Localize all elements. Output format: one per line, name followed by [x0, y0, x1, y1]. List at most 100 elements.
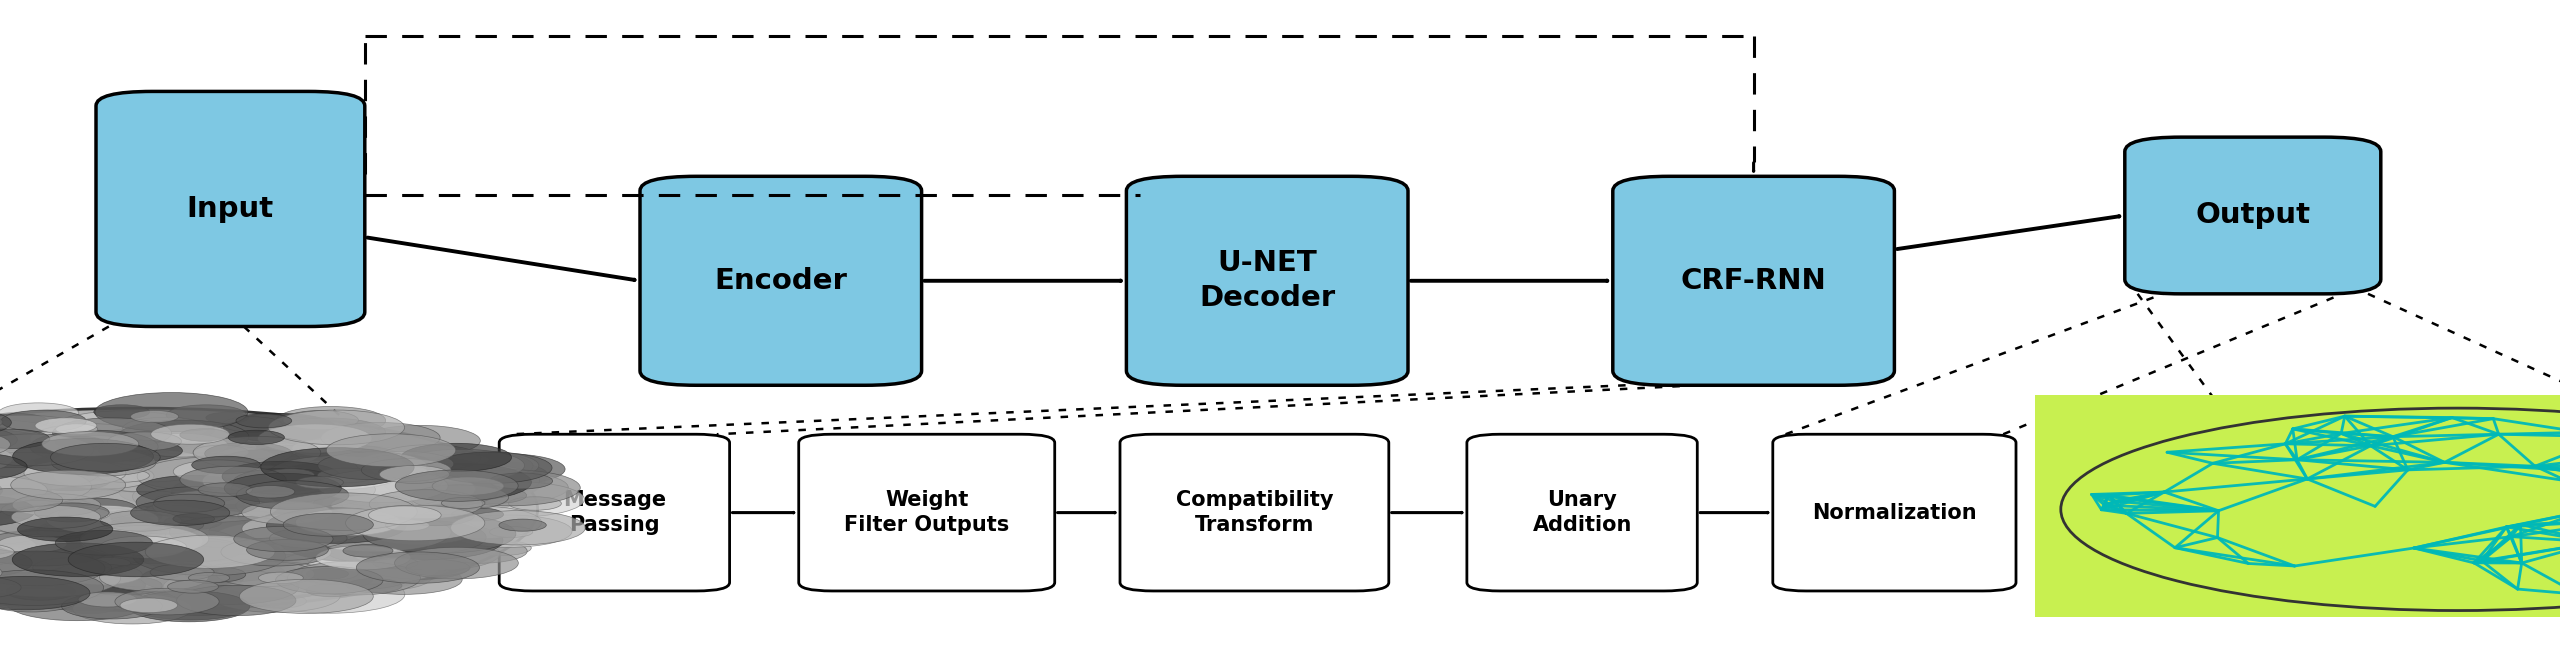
- Circle shape: [0, 453, 100, 491]
- Circle shape: [0, 518, 133, 558]
- Circle shape: [279, 445, 428, 483]
- Circle shape: [151, 526, 289, 561]
- Circle shape: [269, 456, 402, 490]
- FancyBboxPatch shape: [1467, 434, 1697, 591]
- Circle shape: [305, 538, 445, 574]
- Circle shape: [13, 447, 82, 464]
- FancyBboxPatch shape: [1772, 434, 2017, 591]
- Circle shape: [84, 554, 215, 587]
- Circle shape: [0, 577, 90, 609]
- Circle shape: [0, 414, 3, 430]
- Circle shape: [333, 506, 453, 537]
- FancyBboxPatch shape: [2125, 137, 2381, 294]
- Circle shape: [302, 475, 399, 499]
- Circle shape: [166, 580, 218, 593]
- Circle shape: [128, 591, 251, 622]
- Circle shape: [0, 440, 92, 467]
- Circle shape: [238, 503, 335, 528]
- Circle shape: [269, 410, 404, 445]
- FancyBboxPatch shape: [499, 434, 730, 591]
- Circle shape: [26, 461, 156, 494]
- Circle shape: [438, 517, 525, 539]
- Circle shape: [120, 482, 207, 504]
- Circle shape: [51, 443, 161, 471]
- Circle shape: [236, 481, 348, 509]
- Circle shape: [284, 513, 374, 536]
- Circle shape: [51, 449, 156, 476]
- Circle shape: [0, 413, 49, 429]
- Circle shape: [189, 502, 335, 539]
- Circle shape: [200, 566, 251, 579]
- Circle shape: [422, 452, 532, 480]
- Circle shape: [0, 529, 38, 567]
- Circle shape: [256, 575, 404, 613]
- Circle shape: [404, 468, 540, 502]
- Circle shape: [276, 567, 384, 594]
- Circle shape: [289, 445, 407, 475]
- Circle shape: [220, 538, 330, 566]
- Circle shape: [54, 463, 154, 489]
- Circle shape: [233, 526, 333, 552]
- Circle shape: [284, 411, 358, 430]
- Circle shape: [0, 487, 49, 518]
- Circle shape: [72, 594, 192, 624]
- Circle shape: [307, 502, 453, 539]
- Circle shape: [197, 483, 253, 497]
- Circle shape: [489, 473, 553, 489]
- Circle shape: [0, 450, 82, 489]
- Circle shape: [225, 443, 371, 480]
- Circle shape: [430, 452, 553, 483]
- Circle shape: [364, 514, 517, 553]
- Circle shape: [0, 415, 100, 454]
- Circle shape: [26, 537, 110, 558]
- Circle shape: [0, 550, 49, 582]
- Circle shape: [0, 462, 46, 485]
- Circle shape: [445, 515, 571, 547]
- Circle shape: [387, 524, 458, 542]
- Circle shape: [218, 520, 261, 532]
- Circle shape: [10, 592, 74, 608]
- Circle shape: [179, 466, 287, 493]
- Circle shape: [236, 492, 343, 520]
- Circle shape: [282, 524, 430, 562]
- Circle shape: [241, 464, 292, 477]
- Circle shape: [243, 513, 366, 545]
- Circle shape: [371, 537, 499, 570]
- Circle shape: [394, 547, 517, 579]
- Circle shape: [271, 418, 387, 447]
- Text: Weight
Filter Outputs: Weight Filter Outputs: [845, 490, 1009, 535]
- Circle shape: [348, 520, 481, 554]
- Circle shape: [0, 496, 8, 521]
- Circle shape: [369, 490, 484, 518]
- Circle shape: [310, 564, 412, 590]
- Circle shape: [74, 454, 220, 492]
- Circle shape: [148, 539, 223, 558]
- Circle shape: [346, 579, 402, 593]
- Circle shape: [56, 436, 102, 449]
- Circle shape: [123, 426, 197, 445]
- Circle shape: [205, 412, 248, 423]
- Circle shape: [28, 470, 110, 491]
- Circle shape: [49, 411, 197, 449]
- Circle shape: [184, 516, 333, 554]
- Circle shape: [246, 486, 294, 498]
- Circle shape: [228, 430, 284, 445]
- Circle shape: [41, 462, 108, 479]
- Circle shape: [266, 507, 407, 543]
- Circle shape: [146, 526, 274, 559]
- Circle shape: [218, 456, 369, 495]
- Circle shape: [5, 526, 92, 548]
- Circle shape: [0, 545, 74, 573]
- Circle shape: [223, 461, 340, 492]
- Circle shape: [292, 439, 364, 457]
- Text: CRF-RNN: CRF-RNN: [1682, 267, 1825, 295]
- Circle shape: [287, 494, 374, 516]
- Circle shape: [0, 409, 10, 436]
- Circle shape: [236, 413, 292, 428]
- Circle shape: [312, 495, 379, 511]
- Circle shape: [146, 535, 274, 568]
- Circle shape: [499, 519, 545, 531]
- Circle shape: [0, 577, 115, 609]
- Circle shape: [241, 579, 374, 614]
- Circle shape: [330, 565, 430, 590]
